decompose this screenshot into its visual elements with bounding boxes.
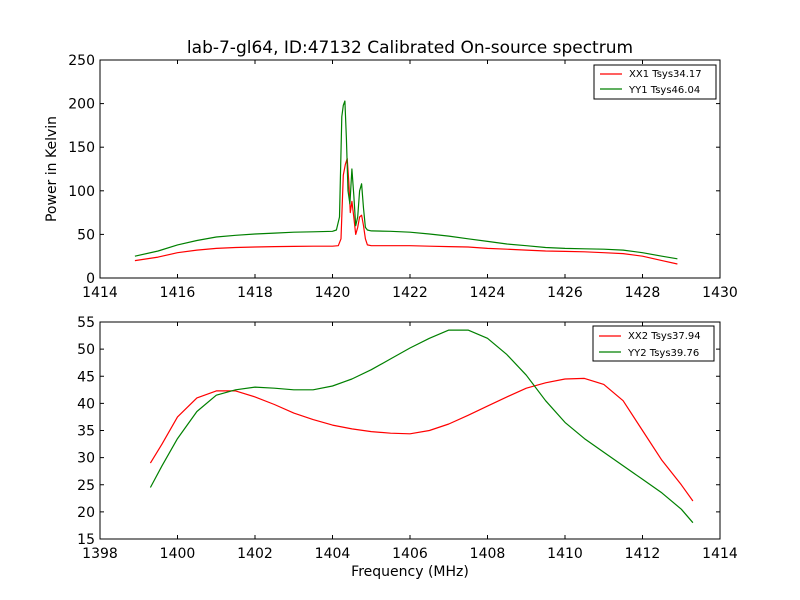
bottom-x-axis-label: Frequency (MHz)	[351, 564, 469, 580]
bottom-series-line-2	[149, 329, 694, 524]
top-x-tick-label: 1424	[470, 285, 506, 301]
bottom-y-tick-label: 20	[77, 505, 95, 521]
top-legend-label-xx1: XX1 Tsys34.17	[629, 69, 702, 80]
bottom-y-tick-label: 25	[77, 478, 95, 494]
top-x-tick-label: 1422	[392, 285, 428, 301]
top-legend: XX1 Tsys34.17 YY1 Tsys46.04	[593, 64, 717, 100]
top-x-tick-label: 1418	[237, 285, 273, 301]
top-legend-label-yy1: YY1 Tsys46.04	[628, 85, 700, 96]
bottom-y-tick-label: 30	[77, 451, 95, 467]
bottom-x-tick-label: 1404	[315, 546, 351, 562]
top-x-tick-label: 1414	[82, 285, 118, 301]
bottom-x-tick-label: 1410	[547, 546, 583, 562]
bottom-y-tick-label: 45	[77, 369, 95, 385]
chart-title: lab-7-gl64, ID:47132 Calibrated On-sourc…	[187, 38, 633, 58]
bottom-legend-label-xx2: XX2 Tsys37.94	[628, 331, 701, 342]
top-y-tick-label: 0	[86, 271, 95, 287]
top-ticks-group: 1414 1416 1418 1420 1422 1424 1426 1428 1430 0 50 1…	[68, 53, 738, 301]
top-series-line-1	[134, 157, 678, 265]
top-y-tick-label: 200	[68, 97, 95, 113]
bottom-x-tick-label: 1402	[237, 546, 273, 562]
top-series-group	[134, 100, 678, 265]
top-x-tick-label: 1430	[702, 285, 738, 301]
bottom-x-tick-label: 1414	[702, 546, 738, 562]
bottom-legend-label-yy2: YY2 Tsys39.76	[627, 348, 699, 359]
bottom-y-tick-label: 40	[77, 396, 95, 412]
bottom-y-tick-label: 50	[77, 342, 95, 358]
top-panel: 1414 1416 1418 1420 1422 1424 1426 1428 1430 0 50 1…	[44, 53, 738, 301]
bottom-y-tick-label: 55	[77, 315, 95, 331]
top-y-axis-label: Power in Kelvin	[44, 116, 60, 222]
bottom-x-tick-label: 1400	[160, 546, 196, 562]
bottom-legend: XX2 Tsys37.94 YY2 Tsys39.76	[592, 325, 715, 362]
top-x-tick-label: 1426	[547, 285, 583, 301]
bottom-x-tick-label: 1412	[625, 546, 661, 562]
top-x-tick-label: 1416	[160, 285, 196, 301]
top-series-line-2	[134, 100, 678, 260]
top-x-tick-label: 1428	[625, 285, 661, 301]
bottom-series-group	[149, 329, 694, 524]
top-y-tick-label: 100	[68, 184, 95, 200]
bottom-x-tick-label: 1408	[470, 546, 506, 562]
top-y-tick-label: 50	[77, 227, 95, 243]
top-x-tick-label: 1420	[315, 285, 351, 301]
top-legend-box	[593, 64, 717, 100]
bottom-x-tick-label: 1398	[82, 546, 118, 562]
bottom-y-tick-label: 15	[77, 532, 95, 548]
bottom-panel: 1398 1400 1402 1404 1406 1408 1410 1412 1414 15 20…	[77, 315, 738, 580]
bottom-ticks-group: 1398 1400 1402 1404 1406 1408 1410 1412 1414 15 20…	[77, 315, 738, 562]
bottom-y-tick-label: 35	[77, 424, 95, 440]
bottom-x-tick-label: 1406	[392, 546, 428, 562]
top-y-tick-label: 150	[68, 140, 95, 156]
top-y-tick-label: 250	[68, 53, 95, 69]
bottom-legend-box	[592, 325, 715, 362]
